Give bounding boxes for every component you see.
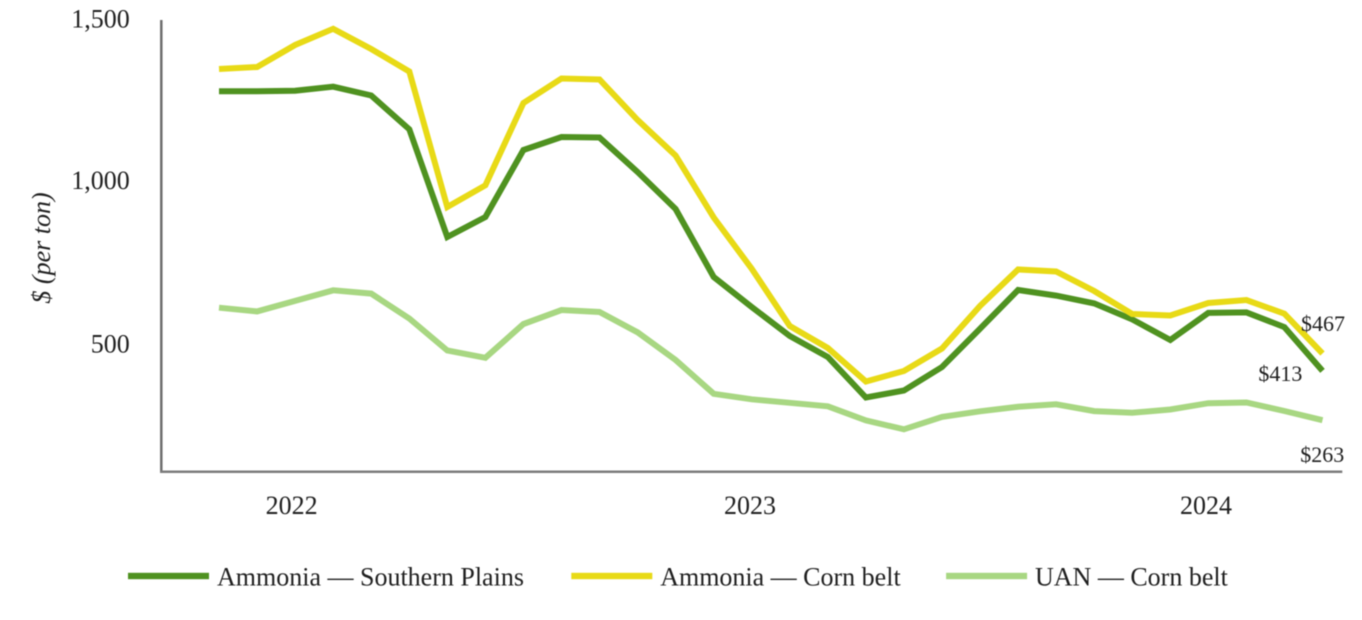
svg-text:Ammonia — Southern Plains: Ammonia — Southern Plains bbox=[217, 563, 524, 592]
svg-text:$467: $467 bbox=[1301, 311, 1345, 336]
svg-text:1,000: 1,000 bbox=[71, 166, 130, 195]
svg-text:UAN — Corn belt: UAN — Corn belt bbox=[1035, 563, 1229, 592]
svg-text:$ (per ton): $ (per ton) bbox=[27, 192, 56, 303]
svg-text:2024: 2024 bbox=[1180, 491, 1232, 520]
svg-text:500: 500 bbox=[91, 329, 130, 358]
svg-text:$263: $263 bbox=[1300, 442, 1344, 467]
svg-text:1,500: 1,500 bbox=[71, 5, 130, 34]
svg-text:2023: 2023 bbox=[724, 491, 776, 520]
svg-text:$413: $413 bbox=[1258, 361, 1302, 386]
svg-text:2022: 2022 bbox=[266, 491, 318, 520]
svg-text:Ammonia — Corn belt: Ammonia — Corn belt bbox=[660, 563, 901, 592]
